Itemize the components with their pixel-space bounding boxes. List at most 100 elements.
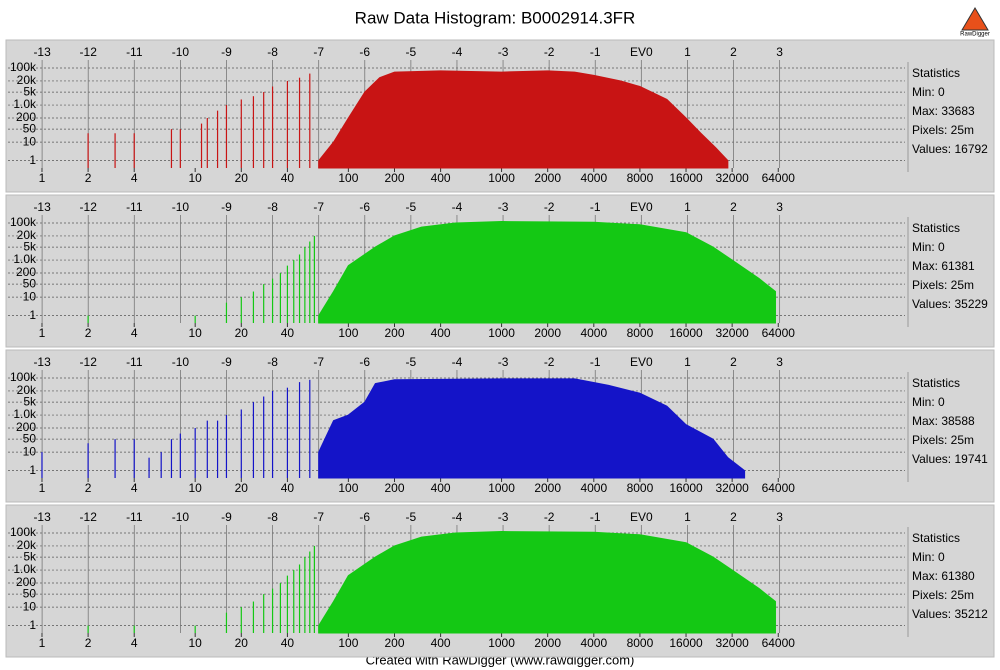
x2-tick-label: -2 (544, 200, 555, 214)
x2-tick-label: 3 (776, 45, 783, 59)
x-tick-label: 2000 (534, 326, 561, 340)
y-tick-label: 200 (16, 420, 36, 434)
x-tick-label: 1000 (488, 636, 515, 650)
x-tick-label: 16000 (669, 171, 703, 185)
histogram-area (318, 221, 776, 324)
x-tick-label: 20 (235, 481, 249, 495)
x2-tick-label: -10 (172, 355, 190, 369)
x-tick-label: 1 (39, 636, 46, 650)
y-tick-label: 1 (29, 153, 36, 167)
x-tick-label: 1000 (488, 171, 515, 185)
x2-tick-label: -5 (406, 45, 417, 59)
y-tick-label: 1.0k (13, 97, 37, 111)
y-tick-label: 1 (29, 463, 36, 477)
x2-tick-label: 3 (776, 355, 783, 369)
x2-tick-label: -5 (406, 200, 417, 214)
y-tick-label: 50 (23, 431, 37, 445)
statistic: Pixels: 25m (912, 588, 974, 602)
x-tick-label: 16000 (669, 636, 703, 650)
x-tick-label: 40 (281, 481, 295, 495)
statistic: Pixels: 25m (912, 278, 974, 292)
x-tick-label: 10 (189, 481, 203, 495)
statistic: Min: 0 (912, 85, 945, 99)
x2-tick-label: -3 (498, 510, 509, 524)
y-tick-label: 20k (17, 73, 37, 87)
y-tick-label: 10 (23, 134, 37, 148)
x2-tick-label: -4 (452, 355, 463, 369)
chart-title: Raw Data Histogram: B0002914.3FR (355, 8, 636, 27)
x-tick-label: 8000 (627, 481, 654, 495)
statistic: Statistics (912, 531, 960, 545)
x-tick-label: 200 (384, 481, 404, 495)
x2-tick-label: 3 (776, 510, 783, 524)
y-tick-label: 50 (23, 276, 37, 290)
y-tick-label: 50 (23, 121, 37, 135)
x2-tick-label: -3 (498, 45, 509, 59)
x2-tick-label: -11 (126, 510, 143, 524)
statistic: Max: 33683 (912, 104, 975, 118)
x-tick-label: 40 (281, 171, 295, 185)
x2-tick-label: -7 (313, 510, 324, 524)
y-tick-label: 100k (10, 370, 37, 384)
x2-tick-label: -4 (452, 510, 463, 524)
x-tick-label: 4000 (580, 636, 607, 650)
x-tick-label: 100 (338, 636, 358, 650)
x2-tick-label: -4 (452, 45, 463, 59)
x2-tick-label: -6 (359, 510, 370, 524)
y-tick-label: 5k (23, 394, 37, 408)
x2-tick-label: -3 (498, 200, 509, 214)
x-tick-label: 4000 (580, 481, 607, 495)
x2-tick-label: -7 (313, 45, 324, 59)
x2-tick-label: 1 (684, 45, 691, 59)
x2-tick-label: -7 (313, 200, 324, 214)
statistic: Min: 0 (912, 240, 945, 254)
x-tick-label: 400 (431, 636, 451, 650)
y-tick-label: 50 (23, 586, 37, 600)
x-tick-label: 10 (189, 636, 203, 650)
y-tick-label: 1.0k (13, 562, 37, 576)
x-tick-label: 32000 (715, 171, 749, 185)
statistic: Max: 38588 (912, 414, 975, 428)
x2-tick-label: 2 (730, 45, 737, 59)
x-tick-label: 100 (338, 481, 358, 495)
x2-tick-label: -10 (172, 510, 190, 524)
y-tick-label: 20k (17, 228, 37, 242)
x-tick-label: 400 (431, 481, 451, 495)
x2-tick-label: -13 (33, 355, 51, 369)
x2-tick-label: -13 (33, 510, 51, 524)
x-tick-label: 40 (281, 636, 295, 650)
x-tick-label: 1000 (488, 481, 515, 495)
x2-tick-label: -6 (359, 45, 370, 59)
x2-tick-label: -8 (267, 510, 278, 524)
y-tick-label: 200 (16, 575, 36, 589)
y-tick-label: 5k (23, 549, 37, 563)
x-tick-label: 100 (338, 171, 358, 185)
x2-tick-label: EV0 (630, 355, 653, 369)
statistic: Pixels: 25m (912, 433, 974, 447)
x-tick-label: 4 (131, 326, 138, 340)
x-tick-label: 16000 (669, 481, 703, 495)
statistic: Max: 61380 (912, 569, 975, 583)
x-tick-label: 4 (131, 171, 138, 185)
histogram-area (318, 531, 776, 634)
x2-tick-label: EV0 (630, 200, 653, 214)
x2-tick-label: 1 (684, 355, 691, 369)
x-tick-label: 10 (189, 326, 203, 340)
y-tick-label: 200 (16, 110, 36, 124)
x-tick-label: 40 (281, 326, 295, 340)
y-tick-label: 200 (16, 265, 36, 279)
x2-tick-label: -13 (33, 45, 51, 59)
y-tick-label: 1.0k (13, 252, 37, 266)
y-tick-label: 1.0k (13, 407, 37, 421)
statistic: Min: 0 (912, 550, 945, 564)
x2-tick-label: -5 (406, 355, 417, 369)
x2-tick-label: -12 (80, 200, 98, 214)
x-tick-label: 2 (85, 171, 92, 185)
y-tick-label: 5k (23, 239, 37, 253)
logo: RawDigger (960, 7, 990, 38)
x2-tick-label: -1 (590, 510, 601, 524)
x2-tick-label: 2 (730, 355, 737, 369)
x2-tick-label: -8 (267, 200, 278, 214)
